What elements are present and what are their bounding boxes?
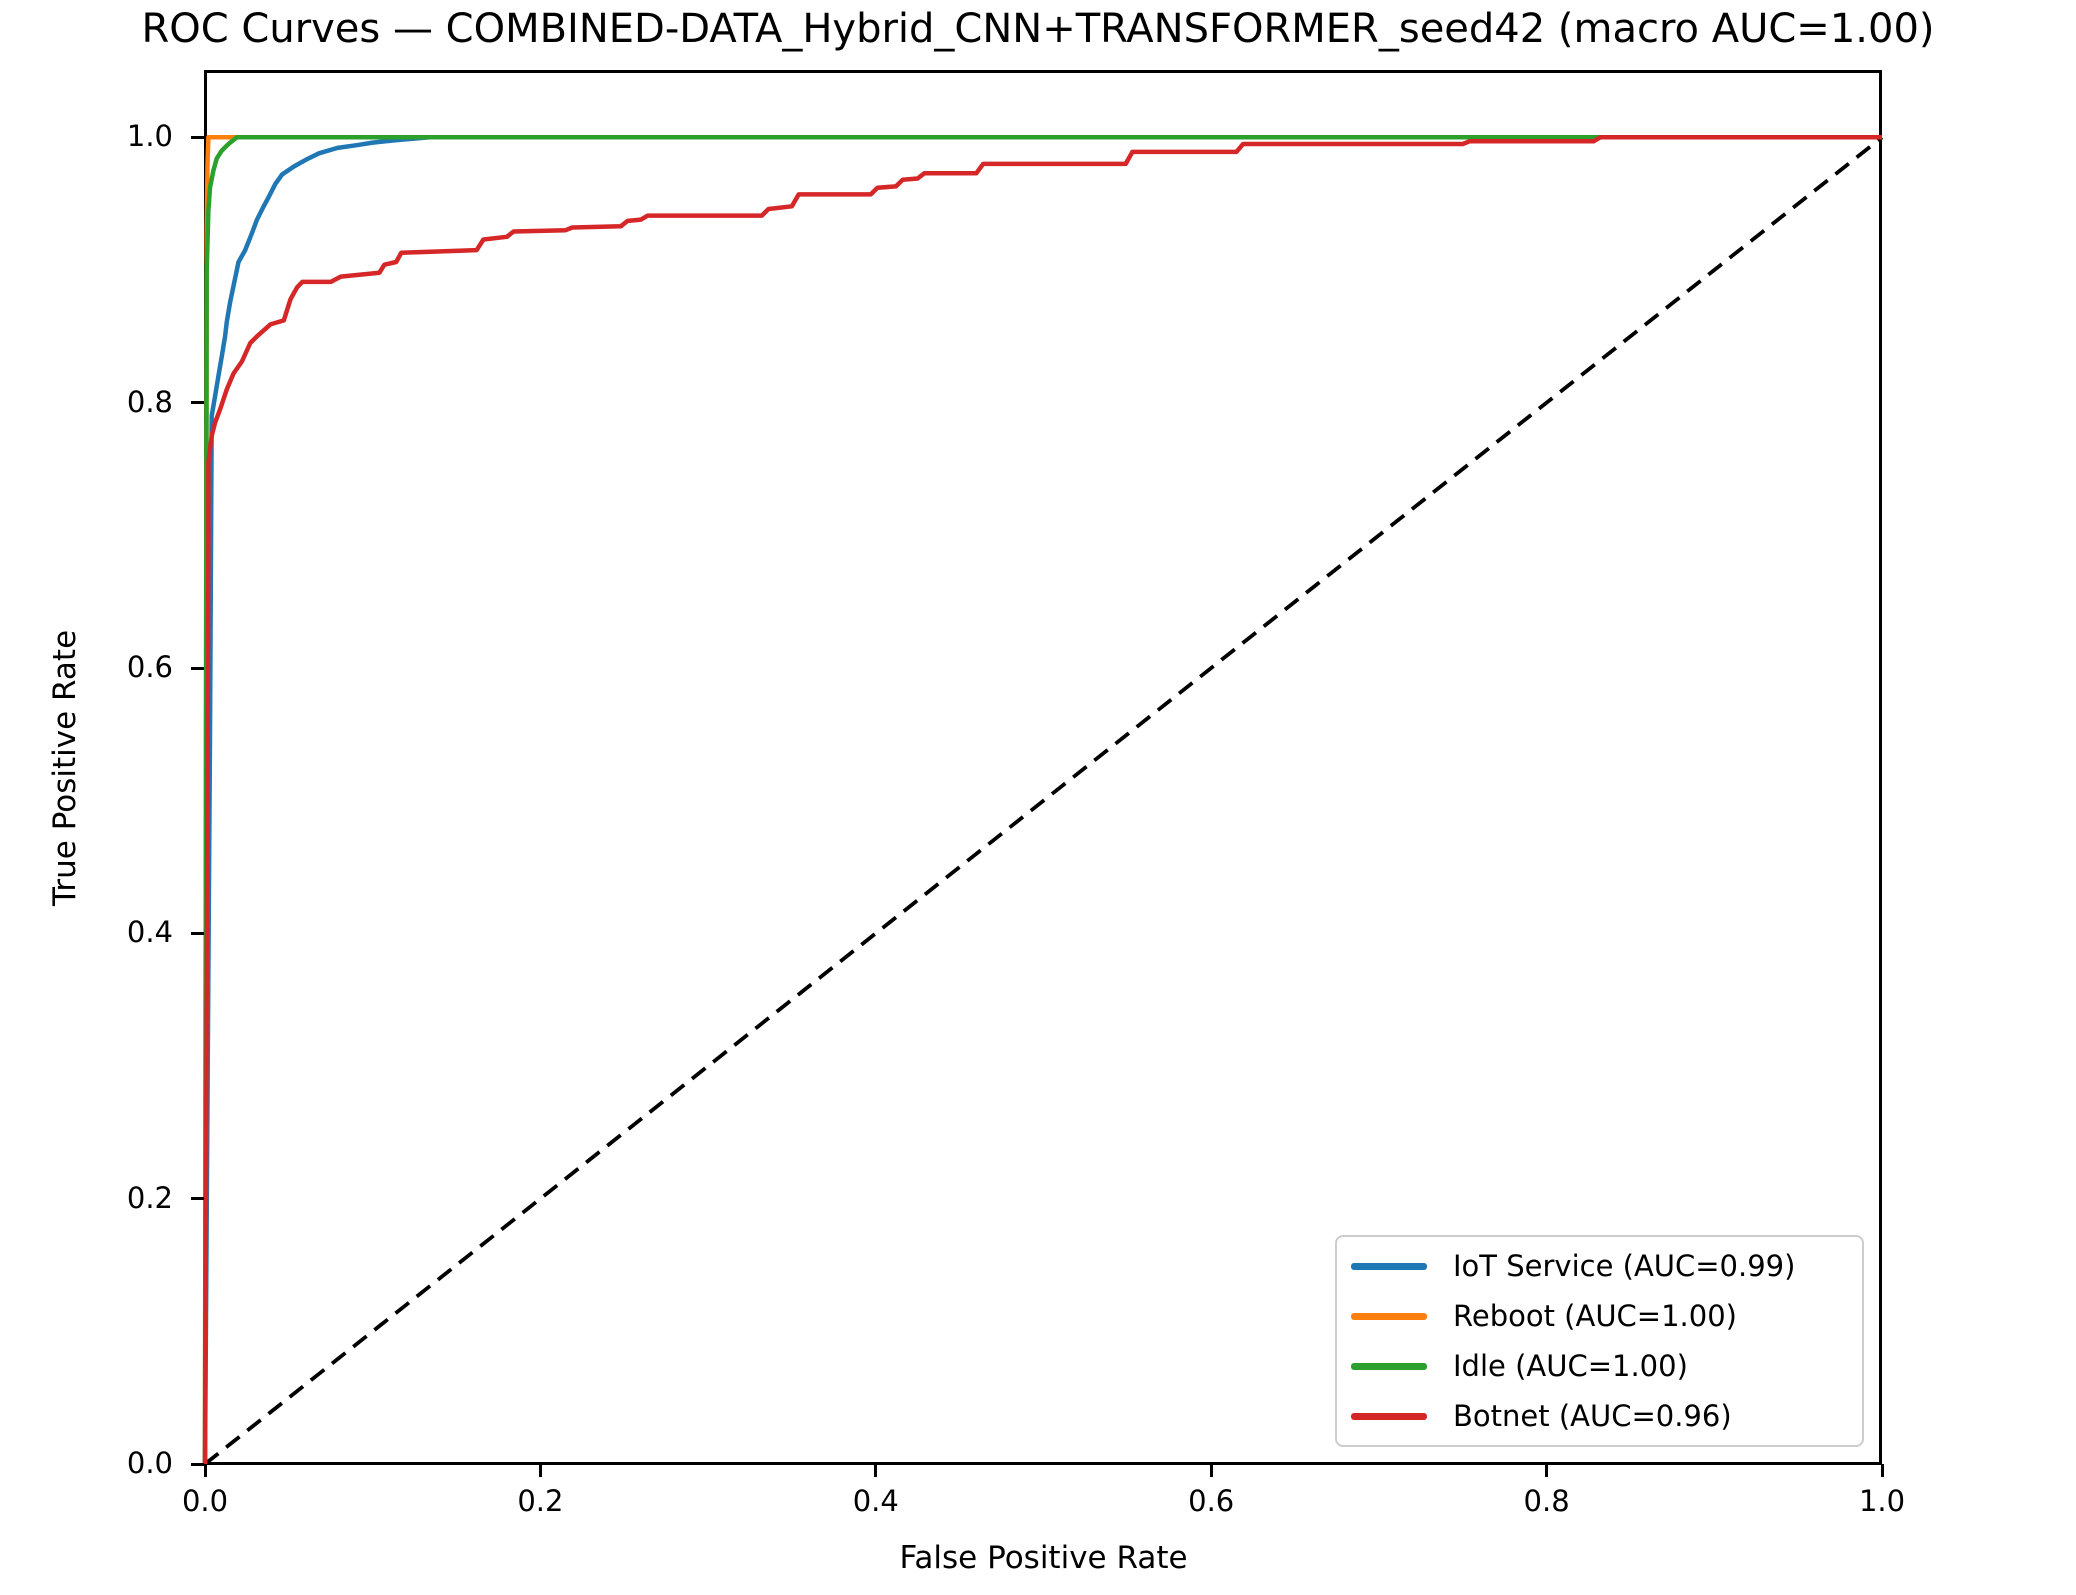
legend-label: IoT Service (AUC=0.99) <box>1453 1249 1796 1283</box>
x-tick-mark <box>203 1464 207 1477</box>
y-tick-mark <box>191 931 204 935</box>
y-tick-label: 0.0 <box>126 1446 173 1480</box>
x-tick-mark <box>1545 1464 1549 1477</box>
chart-title: ROC Curves — COMBINED-DATA_Hybrid_CNN+TR… <box>141 6 1935 52</box>
x-tick-label: 0.0 <box>181 1484 229 1518</box>
plot-area <box>204 70 1882 1465</box>
y-tick-label: 0.6 <box>126 650 173 684</box>
legend-label: Idle (AUC=1.00) <box>1453 1349 1688 1383</box>
x-tick-mark <box>874 1464 878 1477</box>
legend-item: Botnet (AUC=0.96) <box>1347 1391 1852 1441</box>
legend: IoT Service (AUC=0.99) Reboot (AUC=1.00)… <box>1335 1235 1864 1447</box>
y-tick-label: 0.2 <box>126 1180 173 1215</box>
x-tick-mark <box>1880 1464 1884 1477</box>
legend-item: Reboot (AUC=1.00) <box>1347 1291 1852 1341</box>
x-tick-mark <box>1209 1464 1213 1477</box>
legend-item: IoT Service (AUC=0.99) <box>1347 1241 1852 1291</box>
y-tick-label: 0.4 <box>126 915 173 950</box>
y-tick-mark <box>191 401 204 405</box>
x-tick-mark <box>538 1464 542 1477</box>
y-tick-mark <box>191 1462 204 1466</box>
roc-curves-svg <box>202 135 1884 1466</box>
legend-label: Botnet (AUC=0.96) <box>1453 1399 1732 1433</box>
x-tick-label: 0.4 <box>852 1484 899 1518</box>
y-axis-label: True Positive Rate <box>47 629 83 906</box>
roc-curve-iot-service <box>202 135 1882 1465</box>
legend-item: Idle (AUC=1.00) <box>1347 1341 1852 1391</box>
y-tick-mark <box>191 666 204 670</box>
legend-swatch-idle <box>1351 1362 1427 1370</box>
y-tick-label: 0.8 <box>126 384 173 419</box>
y-tick-mark <box>191 1197 204 1201</box>
chance-diagonal-line <box>203 135 1884 1466</box>
x-tick-label: 0.2 <box>517 1484 564 1518</box>
y-tick-mark <box>191 135 204 139</box>
roc-curve-idle <box>202 135 1882 1465</box>
legend-swatch-iot-service <box>1351 1262 1427 1270</box>
y-tick-label: 1.0 <box>126 119 173 154</box>
x-tick-label: 1.0 <box>1858 1484 1906 1518</box>
x-axis-label: False Positive Rate <box>899 1540 1188 1576</box>
x-tick-label: 0.8 <box>1523 1484 1570 1518</box>
legend-swatch-reboot <box>1351 1312 1427 1320</box>
legend-label: Reboot (AUC=1.00) <box>1453 1299 1737 1333</box>
legend-swatch-botnet <box>1351 1412 1427 1420</box>
roc-curve-botnet <box>202 135 1882 1465</box>
x-tick-label: 0.6 <box>1188 1484 1235 1518</box>
